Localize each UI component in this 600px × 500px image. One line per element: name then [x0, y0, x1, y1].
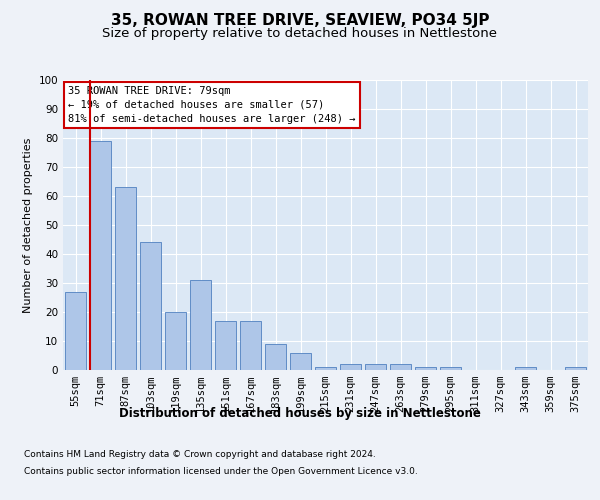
Bar: [90, 141, 111, 370]
Bar: [365, 364, 386, 370]
Bar: [215, 320, 236, 370]
Bar: [115, 188, 136, 370]
Bar: [415, 367, 436, 370]
Bar: [340, 364, 361, 370]
Text: Contains HM Land Registry data © Crown copyright and database right 2024.: Contains HM Land Registry data © Crown c…: [24, 450, 376, 459]
Bar: [140, 242, 161, 370]
Text: Size of property relative to detached houses in Nettlestone: Size of property relative to detached ho…: [103, 28, 497, 40]
Bar: [390, 364, 411, 370]
Text: Contains public sector information licensed under the Open Government Licence v3: Contains public sector information licen…: [24, 468, 418, 476]
Bar: [165, 312, 186, 370]
Bar: [65, 292, 86, 370]
Bar: [315, 367, 336, 370]
Bar: [290, 352, 311, 370]
Y-axis label: Number of detached properties: Number of detached properties: [23, 138, 33, 312]
Text: 35, ROWAN TREE DRIVE, SEAVIEW, PO34 5JP: 35, ROWAN TREE DRIVE, SEAVIEW, PO34 5JP: [111, 12, 489, 28]
Bar: [240, 320, 261, 370]
Text: Distribution of detached houses by size in Nettlestone: Distribution of detached houses by size …: [119, 408, 481, 420]
Bar: [265, 344, 286, 370]
Text: 35 ROWAN TREE DRIVE: 79sqm
← 19% of detached houses are smaller (57)
81% of semi: 35 ROWAN TREE DRIVE: 79sqm ← 19% of deta…: [68, 86, 356, 124]
Bar: [515, 367, 536, 370]
Bar: [190, 280, 211, 370]
Bar: [440, 367, 461, 370]
Bar: [565, 367, 586, 370]
